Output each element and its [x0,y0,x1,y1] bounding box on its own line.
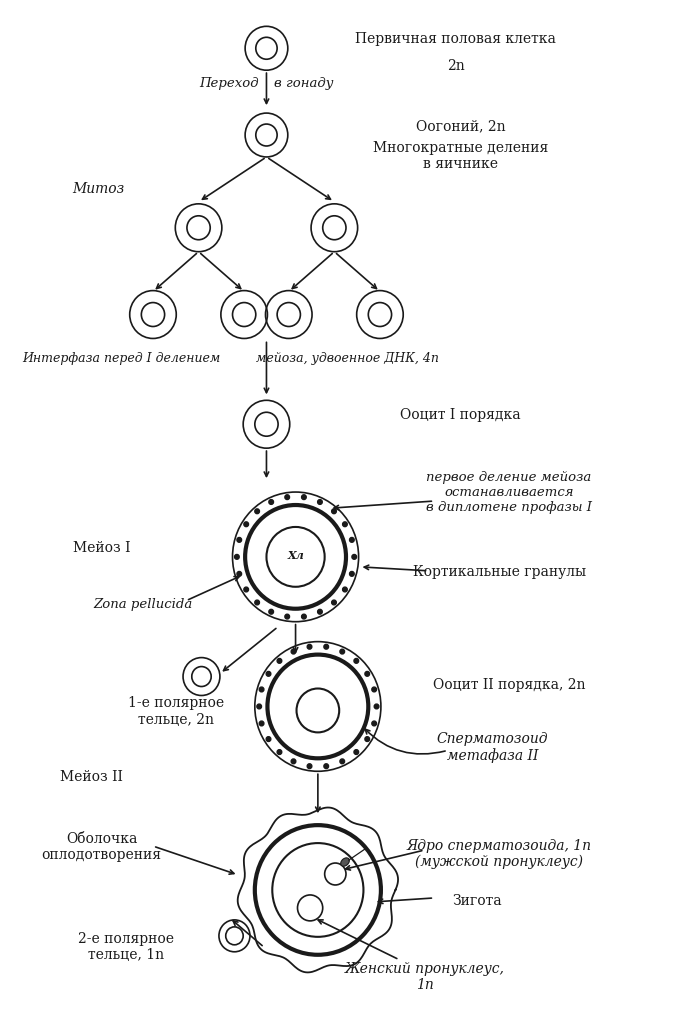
Circle shape [266,672,271,677]
Text: Zona pellucida: Zona pellucida [93,598,193,610]
Circle shape [352,555,357,559]
Circle shape [285,495,290,500]
Circle shape [372,688,376,692]
Circle shape [269,500,273,504]
Circle shape [285,614,290,620]
Circle shape [331,600,336,605]
Circle shape [324,645,329,649]
Text: Митоз: Митоз [72,181,125,196]
Circle shape [354,659,359,663]
Circle shape [244,523,248,527]
Circle shape [342,523,347,527]
Circle shape [255,600,259,605]
Circle shape [331,510,336,515]
Text: Ооцит II порядка, 2n: Ооцит II порядка, 2n [432,677,585,691]
Circle shape [277,750,282,755]
Circle shape [291,759,296,764]
Text: в гонаду: в гонаду [274,76,333,90]
Circle shape [365,672,370,677]
Text: Мейоз I: Мейоз I [73,540,130,554]
Circle shape [301,614,306,620]
Text: Переход: Переход [199,76,258,90]
Circle shape [372,721,376,727]
Circle shape [266,737,271,742]
Text: мейоза, удвоенное ДНК, 4n: мейоза, удвоенное ДНК, 4n [256,352,439,365]
Text: Зигота: Зигота [452,893,502,907]
Circle shape [342,588,347,592]
Circle shape [244,588,248,592]
Circle shape [235,555,239,559]
Text: Ядро сперматозоида, 1n
(мужской пронуклеус): Ядро сперматозоида, 1n (мужской пронукле… [406,838,592,868]
Circle shape [237,572,241,577]
Circle shape [318,500,323,504]
Circle shape [259,721,264,727]
Circle shape [350,572,354,577]
Text: Сперматозоид
метафаза II: Сперматозоид метафаза II [436,731,548,762]
Circle shape [255,510,259,515]
Text: Мейоз II: Мейоз II [61,769,123,784]
Text: Интерфаза перед I делением: Интерфаза перед I делением [22,352,220,365]
Text: 2n: 2n [447,59,464,73]
Circle shape [257,704,261,709]
Circle shape [340,759,344,764]
Text: Оогоний, 2n: Оогоний, 2n [415,119,505,132]
Text: 2-е полярное
тельце, 1n: 2-е полярное тельце, 1n [78,930,174,961]
Circle shape [350,538,354,543]
Circle shape [277,659,282,663]
Circle shape [269,609,273,614]
Circle shape [259,688,264,692]
Text: Оболочка
оплодотворения: Оболочка оплодотворения [42,832,162,861]
Circle shape [237,538,241,543]
Text: Женский пронуклеус,
1n: Женский пронуклеус, 1n [344,961,505,990]
Ellipse shape [341,858,349,866]
Text: Многократные деления
в яичнике: Многократные деления в яичнике [373,141,548,171]
Circle shape [307,645,312,649]
Circle shape [340,649,344,654]
Circle shape [291,649,296,654]
Circle shape [307,764,312,768]
Text: первое деление мейоза
останавливается
в диплотене профазы I: первое деление мейоза останавливается в … [426,470,592,513]
Text: Кортикальные гранулы: Кортикальные гранулы [413,565,586,578]
Circle shape [354,750,359,755]
Circle shape [365,737,370,742]
Text: 1-е полярное
тельце, 2n: 1-е полярное тельце, 2n [128,696,224,726]
Text: Хл: Хл [287,550,304,560]
Circle shape [324,764,329,768]
Text: Первичная половая клетка: Первичная половая клетка [355,33,556,46]
Circle shape [318,609,323,614]
Text: Ооцит I порядка: Ооцит I порядка [400,408,521,422]
Circle shape [301,495,306,500]
Circle shape [374,704,379,709]
